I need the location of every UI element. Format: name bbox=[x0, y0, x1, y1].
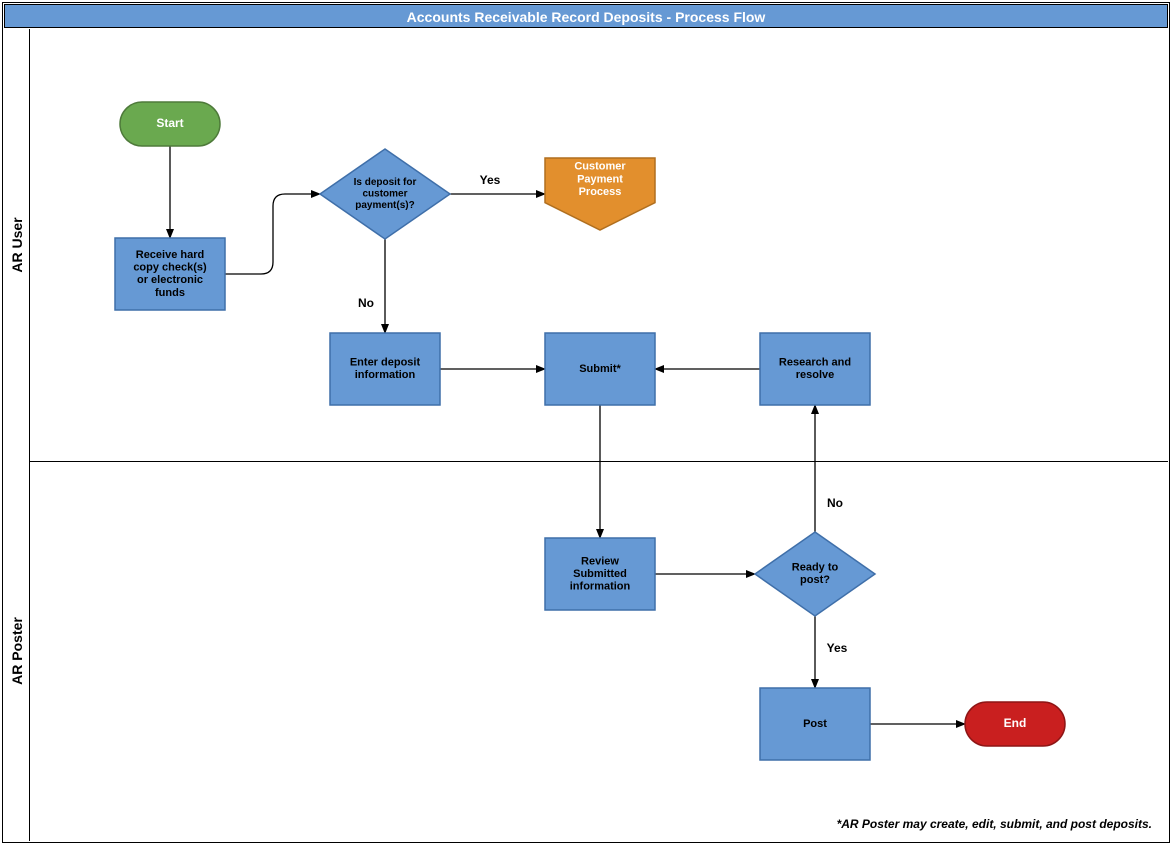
node-decision2: Ready topost? bbox=[755, 532, 875, 616]
flowchart-canvas: Yes No No Yes Start Receive hardcopy check(s… bbox=[30, 29, 1168, 841]
node-research: Research andresolve bbox=[760, 333, 870, 405]
node-decision1: Is deposit forcustomerpayment(s)? bbox=[320, 149, 450, 239]
swimlane-label-text: AR Poster bbox=[9, 617, 25, 685]
edge-e-dec2-yes: Yes bbox=[815, 616, 848, 688]
svg-text:customer: customer bbox=[362, 189, 407, 200]
svg-text:Customer: Customer bbox=[574, 161, 626, 173]
svg-text:Research and: Research and bbox=[779, 357, 851, 369]
node-start: Start bbox=[120, 102, 220, 146]
svg-text:Process: Process bbox=[579, 186, 622, 198]
edge-e-dec1-yes: Yes bbox=[450, 173, 545, 194]
svg-text:Post: Post bbox=[803, 718, 827, 730]
node-end: End bbox=[965, 702, 1065, 746]
footnote-text: *AR Poster may create, edit, submit, and… bbox=[837, 817, 1152, 831]
edge-e-dec2-no: No bbox=[815, 405, 843, 532]
swimlane-label-ar-poster: AR Poster bbox=[4, 461, 30, 841]
edge-e-receive-dec1 bbox=[225, 194, 320, 274]
node-submit: Submit* bbox=[545, 333, 655, 405]
flowchart-page: Accounts Receivable Record Deposits - Pr… bbox=[0, 0, 1172, 845]
svg-text:information: information bbox=[570, 581, 631, 593]
edge-label: Yes bbox=[827, 641, 848, 655]
edge-label: No bbox=[358, 296, 374, 310]
svg-text:Enter deposit: Enter deposit bbox=[350, 357, 421, 369]
node-post: Post bbox=[760, 688, 870, 760]
svg-text:funds: funds bbox=[155, 287, 185, 299]
node-offpage: CustomerPaymentProcess bbox=[545, 158, 655, 230]
node-review: ReviewSubmittedinformation bbox=[545, 538, 655, 610]
svg-text:or electronic: or electronic bbox=[137, 274, 203, 286]
svg-text:payment(s)?: payment(s)? bbox=[355, 200, 414, 211]
svg-text:Review: Review bbox=[581, 555, 619, 567]
svg-text:Submitted: Submitted bbox=[573, 568, 627, 580]
svg-text:Receive hard: Receive hard bbox=[136, 249, 204, 261]
node-receive: Receive hardcopy check(s)or electronicfu… bbox=[115, 238, 225, 310]
svg-text:Submit*: Submit* bbox=[579, 363, 621, 375]
svg-text:End: End bbox=[1004, 716, 1027, 730]
svg-text:Payment: Payment bbox=[577, 173, 623, 185]
svg-text:Ready to: Ready to bbox=[792, 562, 839, 574]
swimlane-label-ar-user: AR User bbox=[4, 29, 30, 461]
node-enter: Enter depositinformation bbox=[330, 333, 440, 405]
svg-text:information: information bbox=[355, 369, 416, 381]
svg-text:Is deposit for: Is deposit for bbox=[354, 177, 417, 188]
edge-label: No bbox=[827, 496, 843, 510]
edge-label: Yes bbox=[480, 173, 501, 187]
svg-text:post?: post? bbox=[800, 574, 830, 586]
swimlane-label-text: AR User bbox=[9, 217, 25, 272]
svg-text:copy check(s): copy check(s) bbox=[133, 262, 207, 274]
page-title: Accounts Receivable Record Deposits - Pr… bbox=[4, 4, 1168, 28]
svg-text:Start: Start bbox=[156, 116, 183, 130]
edge-e-dec1-no: No bbox=[358, 239, 385, 333]
svg-text:resolve: resolve bbox=[796, 369, 835, 381]
